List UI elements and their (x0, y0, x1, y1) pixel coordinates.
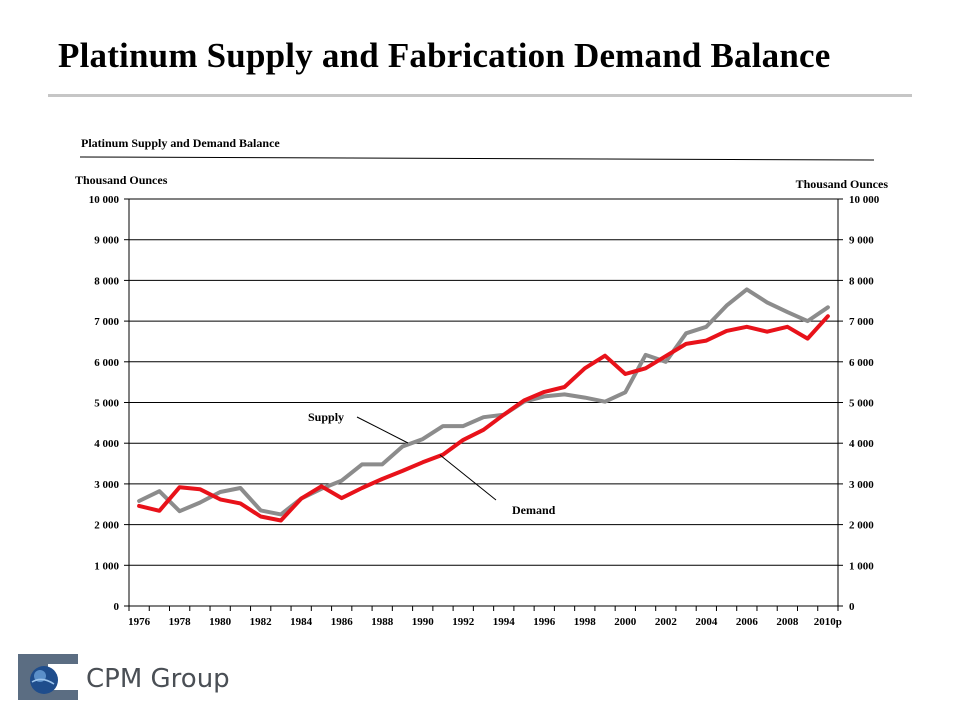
x-tick-label: 2010p (814, 616, 842, 628)
chart-title-underline (79, 156, 875, 161)
x-tick-label: 1990 (412, 616, 435, 628)
y-tick-label-left: 3 000 (94, 479, 119, 491)
y-tick-label-left: 4 000 (94, 438, 119, 450)
supply-leader-line (356, 416, 409, 444)
x-tick-label: 1996 (533, 616, 556, 628)
y-tick-label-right: 0 (849, 601, 855, 613)
y-tick-labels-right: 0 1 000 2 000 3 000 4 000 5 000 6 000 7 000 8 00… (849, 194, 880, 613)
y-tick-label-right: 1 000 (849, 560, 874, 572)
x-tick-label: 1994 (493, 616, 516, 628)
y-tick-label-left: 7 000 (94, 316, 119, 328)
x-tick-label: 2006 (736, 616, 759, 628)
y-tick-label-right: 6 000 (849, 357, 874, 369)
x-tick-label: 2002 (655, 616, 678, 628)
y-tick-label-right: 7 000 (849, 316, 874, 328)
series-line-demand (137, 314, 830, 523)
series-annotations: Supply Demand (308, 410, 556, 517)
y-tick-label-left: 2 000 (94, 520, 119, 532)
x-tick-label: 1980 (209, 616, 232, 628)
y-tick-label-left: 10 000 (89, 194, 120, 206)
y-tick-label-left: 8 000 (94, 275, 119, 287)
demand-label: Demand (512, 503, 556, 517)
y-tick-label-left: 1 000 (94, 560, 119, 572)
page-title: Platinum Supply and Fabrication Demand B… (58, 36, 831, 75)
x-tick-label: 1998 (574, 616, 597, 628)
y-tick-label-right: 4 000 (849, 438, 874, 450)
y-tick-label-right: 2 000 (849, 520, 874, 532)
x-tick-label: 1986 (331, 616, 354, 628)
x-tick-labels: 1976 1978 1980 1982 1984 1986 1988 1990 1992 1994… (128, 616, 842, 628)
x-tick-label: 1988 (371, 616, 394, 628)
y-axis-label-left: Thousand Ounces (75, 173, 168, 187)
globe-logo-icon (18, 654, 78, 700)
x-tick-label: 1992 (452, 616, 475, 628)
y-tick-label-right: 5 000 (849, 398, 874, 410)
series-line-supply (137, 287, 830, 517)
axes (124, 198, 843, 611)
series (137, 287, 830, 523)
y-tick-label-left: 0 (114, 601, 120, 613)
supply-label: Supply (308, 410, 344, 424)
demand-leader-line (439, 454, 497, 501)
y-tick-label-right: 8 000 (849, 275, 874, 287)
y-tick-label-left: 9 000 (94, 235, 119, 247)
cpm-group-logo: CPM Group (18, 654, 230, 706)
x-tick-label: 1976 (128, 616, 151, 628)
y-tick-labels-left: 0 1 000 2 000 3 000 4 000 5 000 6 000 7 000 8 00… (89, 194, 120, 613)
y-tick-label-left: 6 000 (94, 357, 119, 369)
logo-text: CPM Group (86, 664, 230, 694)
gridlines (129, 198, 838, 566)
y-axis-label-right: Thousand Ounces (796, 177, 889, 191)
x-tick-label: 2000 (614, 616, 637, 628)
title-divider (48, 94, 912, 97)
y-tick-label-left: 5 000 (94, 398, 119, 410)
y-tick-label-right: 3 000 (849, 479, 874, 491)
x-tick-label: 2008 (776, 616, 799, 628)
y-tick-label-right: 10 000 (849, 194, 880, 206)
y-tick-label-right: 9 000 (849, 235, 874, 247)
x-tick-label: 1982 (250, 616, 273, 628)
x-tick-label: 1978 (169, 616, 192, 628)
chart-title: Platinum Supply and Demand Balance (81, 136, 280, 150)
x-tick-label: 2004 (695, 616, 718, 628)
x-tick-label: 1984 (290, 616, 313, 628)
